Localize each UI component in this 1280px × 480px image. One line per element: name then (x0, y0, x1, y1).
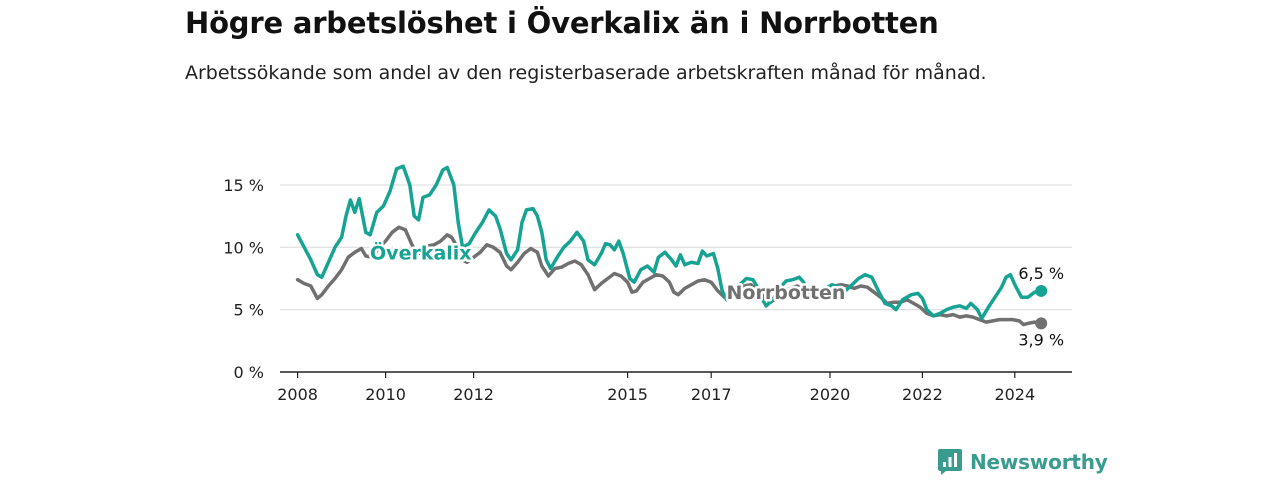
chart-title: Högre arbetslöshet i Överkalix än i Norr… (185, 6, 939, 40)
series-end-label: 3,9 % (1018, 330, 1064, 349)
series-end-label: 6,5 % (1018, 264, 1064, 283)
series-line (295, 164, 1043, 321)
x-tick-label: 2024 (994, 385, 1035, 404)
y-tick-label: 0 % (234, 363, 264, 382)
series-name-label: Norrbotten (727, 282, 846, 304)
y-tick-label: 5 % (234, 301, 264, 320)
series-end-marker (1035, 284, 1048, 297)
x-tick-label: 2017 (691, 385, 732, 404)
series-end-marker (1035, 317, 1048, 330)
x-tick-label: 2022 (902, 385, 943, 404)
x-tick-label: 2008 (277, 385, 318, 404)
series-name-label: Överkalix (370, 240, 472, 264)
x-tick-label: 2020 (810, 385, 851, 404)
series-line (295, 225, 1043, 327)
x-tick-label: 2012 (453, 385, 494, 404)
brand-name: Newsworthy (970, 450, 1108, 474)
brand-logo: Newsworthy (938, 449, 1108, 475)
y-tick-label: 10 % (223, 238, 264, 257)
x-tick-label: 2010 (365, 385, 406, 404)
chart-subtitle: Arbetssökande som andel av den registerb… (185, 62, 987, 84)
x-tick-label: 2015 (607, 385, 648, 404)
y-tick-label: 15 % (223, 176, 264, 195)
newsworthy-logo-icon (938, 449, 962, 475)
